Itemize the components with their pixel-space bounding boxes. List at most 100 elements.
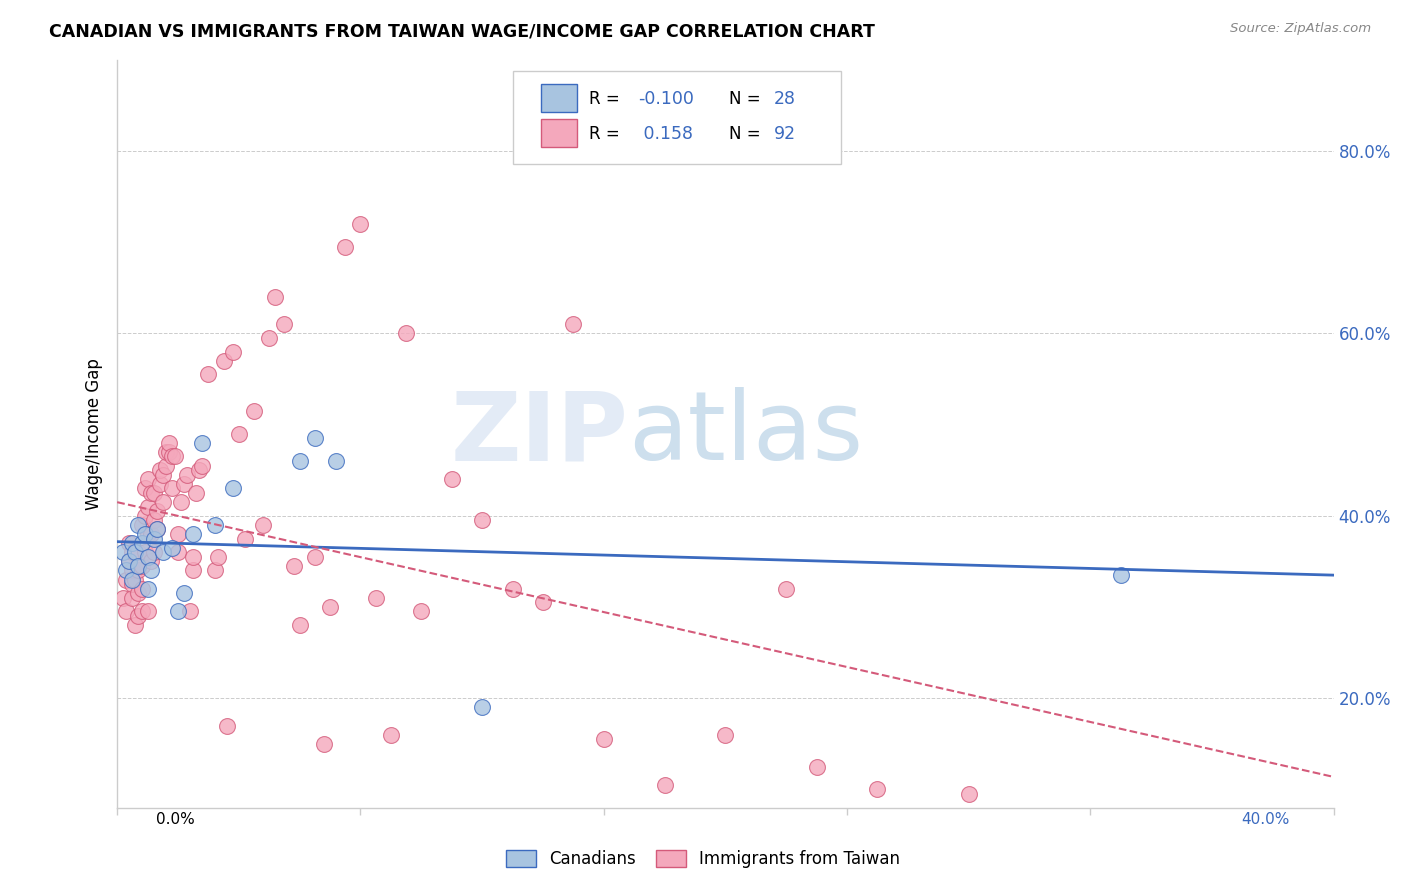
Text: 0.0%: 0.0%: [156, 812, 195, 827]
Point: [304, 431, 326, 445]
Point: [204, 517, 226, 532]
Text: N =: N =: [730, 90, 766, 108]
Point: [191, 435, 214, 450]
Point: [471, 700, 494, 714]
Point: [222, 481, 245, 495]
Point: [121, 564, 143, 578]
Point: [112, 591, 135, 605]
Point: [124, 618, 146, 632]
FancyBboxPatch shape: [540, 84, 576, 112]
Point: [252, 517, 274, 532]
Point: [121, 536, 143, 550]
Text: R =: R =: [589, 126, 626, 144]
Legend: Canadians, Immigrants from Taiwan: Canadians, Immigrants from Taiwan: [499, 843, 907, 875]
Text: atlas: atlas: [628, 387, 863, 480]
Point: [531, 595, 554, 609]
Point: [312, 737, 335, 751]
Point: [152, 495, 174, 509]
Point: [167, 527, 190, 541]
Point: [440, 472, 463, 486]
Point: [145, 504, 167, 518]
Point: [866, 782, 889, 797]
Point: [170, 495, 193, 509]
Point: [134, 481, 156, 495]
Point: [136, 527, 159, 541]
Point: [115, 564, 138, 578]
Point: [127, 545, 149, 559]
Point: [121, 591, 143, 605]
Text: -0.100: -0.100: [638, 90, 693, 108]
Point: [136, 472, 159, 486]
Text: ZIP: ZIP: [450, 387, 628, 480]
Point: [127, 564, 149, 578]
Point: [186, 486, 208, 500]
Text: 92: 92: [775, 126, 796, 144]
Point: [207, 549, 229, 564]
Point: [411, 605, 433, 619]
Point: [502, 582, 524, 596]
Point: [131, 536, 153, 550]
Point: [714, 728, 737, 742]
Point: [335, 239, 357, 253]
Point: [121, 573, 143, 587]
Text: R =: R =: [589, 90, 626, 108]
Point: [155, 445, 177, 459]
Point: [176, 467, 198, 482]
Point: [179, 605, 201, 619]
Text: 28: 28: [775, 90, 796, 108]
Point: [775, 582, 797, 596]
Point: [243, 404, 266, 418]
Point: [215, 718, 238, 732]
Point: [121, 577, 143, 591]
Point: [654, 778, 676, 792]
Point: [173, 586, 195, 600]
Point: [288, 618, 311, 632]
Point: [131, 517, 153, 532]
Point: [167, 605, 190, 619]
Point: [118, 536, 141, 550]
Point: [197, 368, 219, 382]
Point: [115, 605, 138, 619]
Point: [145, 522, 167, 536]
Point: [124, 573, 146, 587]
FancyBboxPatch shape: [540, 119, 576, 147]
Point: [136, 582, 159, 596]
Point: [134, 545, 156, 559]
Point: [142, 545, 165, 559]
Point: [139, 554, 162, 568]
Point: [592, 732, 614, 747]
Point: [149, 476, 172, 491]
Point: [152, 545, 174, 559]
Point: [131, 582, 153, 596]
Point: [957, 787, 980, 801]
Text: N =: N =: [730, 126, 766, 144]
Point: [562, 317, 585, 331]
Point: [152, 467, 174, 482]
Point: [139, 564, 162, 578]
Point: [304, 549, 326, 564]
Point: [118, 554, 141, 568]
Point: [118, 554, 141, 568]
Point: [131, 605, 153, 619]
Text: Source: ZipAtlas.com: Source: ZipAtlas.com: [1230, 22, 1371, 36]
Point: [134, 527, 156, 541]
Point: [149, 463, 172, 477]
Point: [139, 527, 162, 541]
Point: [163, 450, 186, 464]
Point: [212, 353, 235, 368]
Point: [349, 217, 371, 231]
Point: [131, 558, 153, 573]
Point: [181, 564, 204, 578]
Point: [181, 549, 204, 564]
Point: [145, 522, 167, 536]
Point: [127, 586, 149, 600]
Point: [142, 513, 165, 527]
Point: [173, 476, 195, 491]
Point: [228, 426, 250, 441]
Point: [273, 317, 295, 331]
Point: [142, 532, 165, 546]
Point: [806, 759, 828, 773]
Point: [157, 435, 180, 450]
Point: [325, 454, 347, 468]
Point: [160, 481, 183, 495]
